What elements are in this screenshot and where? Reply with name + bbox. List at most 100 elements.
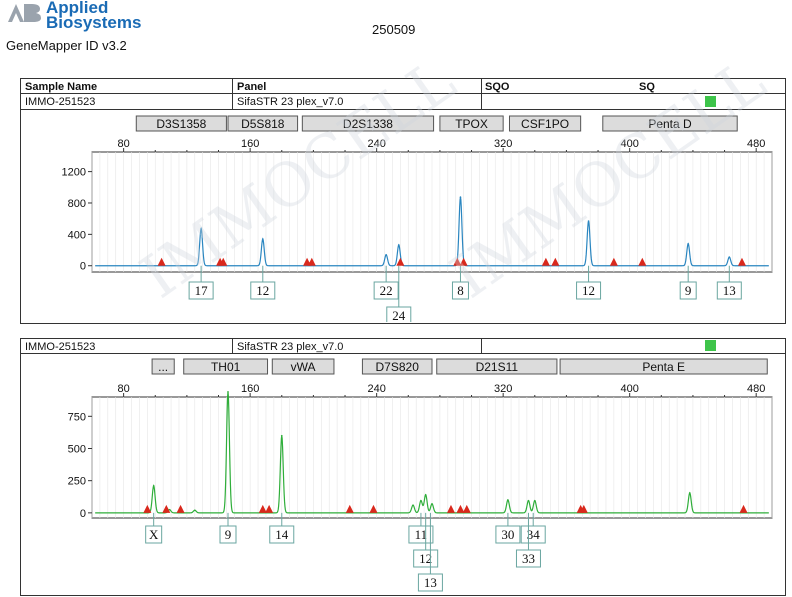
allele-call-box [188,281,214,300]
marker-label: TPOX [455,117,488,131]
marker-box [559,358,768,375]
allele-call-label: 11 [415,527,428,542]
sq-status-indicator-2 [705,340,716,351]
peak-point [200,228,202,230]
x-tick-label: 320 [494,383,512,395]
y-tick-label: 1200 [62,167,86,179]
allele-call-box [145,525,163,544]
y-tick-label: 750 [68,411,86,423]
x-tick-label: 160 [241,383,259,395]
allele-call-label: 33 [522,551,535,566]
y-tick-label: 0 [80,261,86,273]
ladder-marker [157,257,166,266]
y-tick-label: 400 [68,229,86,241]
ladder-marker [737,257,746,266]
allele-call-box [495,525,521,544]
allele-call-label: 24 [392,308,406,322]
peak-point [527,499,530,502]
ladder-marker [345,504,354,513]
ladder-marker [143,504,152,513]
allele-call-label: 13 [723,283,736,298]
ladder-marker [579,504,588,513]
marker-label: D7S820 [376,360,420,374]
allele-call-label: 13 [424,575,437,590]
column-header-panel: Panel [237,81,267,93]
marker-box [508,115,582,132]
brand-line-1: Applied [46,0,109,17]
allele-call-box [219,525,237,544]
peak-point [227,391,229,393]
signal-trace [95,197,769,267]
peak-point [459,196,462,198]
panel-value: SifaSTR 23 plex_v7.0 [237,96,344,108]
ladder-marker [541,257,550,266]
marker-label: Penta D [648,117,692,131]
allele-call-box [451,281,469,300]
app-name: GeneMapper ID v3.2 [6,38,127,53]
y-tick-label: 0 [80,508,86,520]
allele-call-label: 34 [527,527,541,542]
peak-point [168,508,171,511]
ladder-marker [453,257,462,266]
allele-call-label: 12 [256,283,269,298]
allele-call-label: 12 [419,551,432,566]
x-tick-label: 480 [747,383,765,395]
applied-biosystems-logo-icon [8,4,41,22]
sample-name-value: IMMO-251523 [25,96,96,108]
marker-box [151,358,175,375]
x-tick-label: 400 [620,383,638,395]
x-tick-label: 400 [620,138,638,150]
marker-box [602,115,738,132]
ladder-marker [462,504,471,513]
x-tick-label: 240 [367,138,385,150]
allele-call-label: 17 [195,283,209,298]
allele-call-label: 8 [457,283,464,298]
ladder-marker [456,504,465,513]
marker-box [227,115,299,132]
allele-call-box [716,281,742,300]
y-tick-label: 800 [68,198,86,210]
ladder-marker [307,257,316,266]
ladder-marker [162,504,171,513]
marker-label: CSF1PO [521,117,569,131]
allele-call-box [520,525,546,544]
panel-value-2: SifaSTR 23 plex_v7.0 [237,341,344,353]
allele-call-box [515,549,541,568]
peak-point [507,499,509,501]
brand-line-2: Biosystems [46,13,142,32]
allele-call-box [679,281,697,300]
peak-point [420,499,422,502]
allele-call-label: 22 [380,283,393,298]
allele-call-box [386,306,412,322]
peak-point [385,253,387,256]
ladder-marker [176,504,185,513]
column-header-sqo: SQO [485,81,510,93]
marker-box [439,115,504,132]
peak-point [152,485,155,487]
peak-point [728,256,731,258]
marker-label: D2S1338 [343,117,393,131]
report-id: 250509 [372,22,416,37]
ladder-marker [638,257,647,266]
peak-point [688,492,691,494]
sample-name-value-2: IMMO-251523 [25,341,96,353]
marker-box [183,358,269,375]
peak-point [412,504,414,506]
peak-point [261,238,264,240]
column-header-sample-name: Sample Name [25,81,98,93]
peak-point [397,244,400,246]
allele-call-box [250,281,276,300]
allele-call-label: 14 [275,527,289,542]
ladder-marker [369,504,378,513]
marker-label: ... [158,360,168,374]
brand-name: Applied Biosystems [46,0,142,32]
x-tick-label: 320 [494,138,512,150]
x-tick-label: 240 [367,383,385,395]
allele-call-label: X [149,527,159,542]
marker-label: TH01 [211,360,241,374]
y-tick-label: 500 [68,443,86,455]
marker-box [436,358,558,375]
marker-box [361,358,433,375]
marker-label: D3S1358 [156,117,206,131]
x-tick-label: 480 [747,138,765,150]
